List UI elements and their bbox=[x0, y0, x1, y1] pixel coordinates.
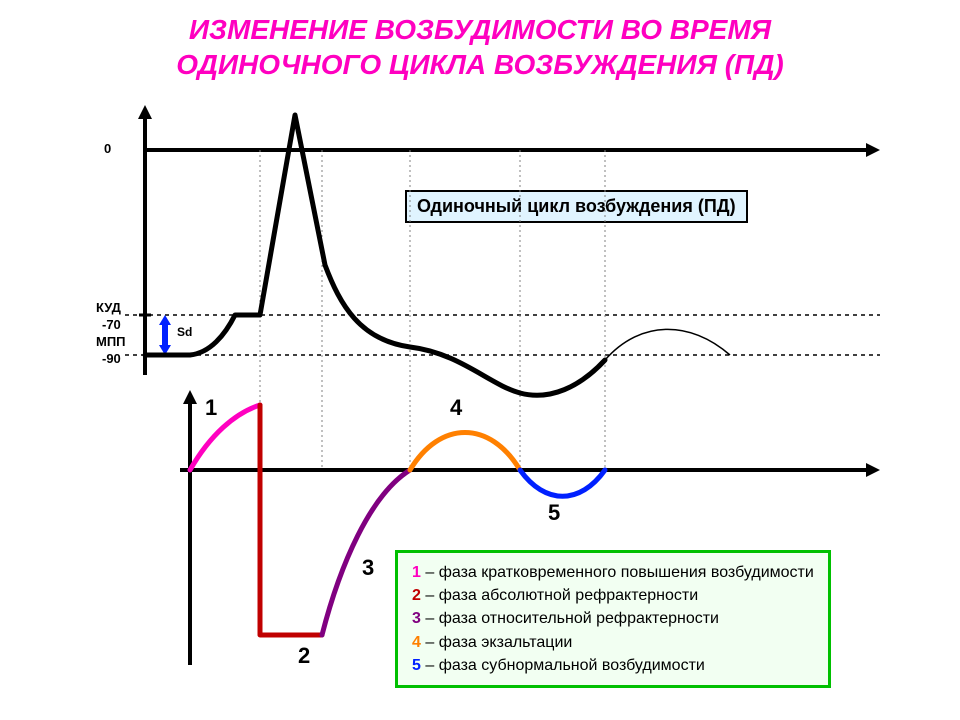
legend-num: 2 bbox=[412, 587, 421, 604]
chart-container: 0 КУД -70 МПП -90 Sd Одиночный цикл возб… bbox=[50, 105, 910, 705]
legend-text: – фаза кратковременного повышения возбуд… bbox=[421, 564, 814, 581]
legend-num: 3 bbox=[412, 610, 421, 627]
legend-box: 1 – фаза кратковременного повышения возб… bbox=[395, 550, 831, 688]
legend-item: 3 – фаза относительной рефрактерности bbox=[412, 607, 814, 630]
title-line2: ОДИНОЧНОГО ЦИКЛА ВОЗБУЖДЕНИЯ (ПД) bbox=[0, 47, 960, 82]
legend-num: 1 bbox=[412, 564, 421, 581]
legend-text: – фаза относительной рефрактерности bbox=[421, 610, 719, 627]
legend-text: – фаза субнормальной возбудимости bbox=[421, 657, 705, 674]
page-title: ИЗМЕНЕНИЕ ВОЗБУДИМОСТИ ВО ВРЕМЯ ОДИНОЧНО… bbox=[0, 0, 960, 82]
legend-item: 4 – фаза экзальтации bbox=[412, 631, 814, 654]
legend-num: 5 bbox=[412, 657, 421, 674]
legend-text: – фаза абсолютной рефрактерности bbox=[421, 587, 698, 604]
legend-text: – фаза экзальтации bbox=[421, 634, 572, 651]
legend-item: 5 – фаза субнормальной возбудимости bbox=[412, 654, 814, 677]
legend-item: 1 – фаза кратковременного повышения возб… bbox=[412, 561, 814, 584]
legend-item: 2 – фаза абсолютной рефрактерности bbox=[412, 584, 814, 607]
title-line1: ИЗМЕНЕНИЕ ВОЗБУДИМОСТИ ВО ВРЕМЯ bbox=[0, 12, 960, 47]
legend-num: 4 bbox=[412, 634, 421, 651]
